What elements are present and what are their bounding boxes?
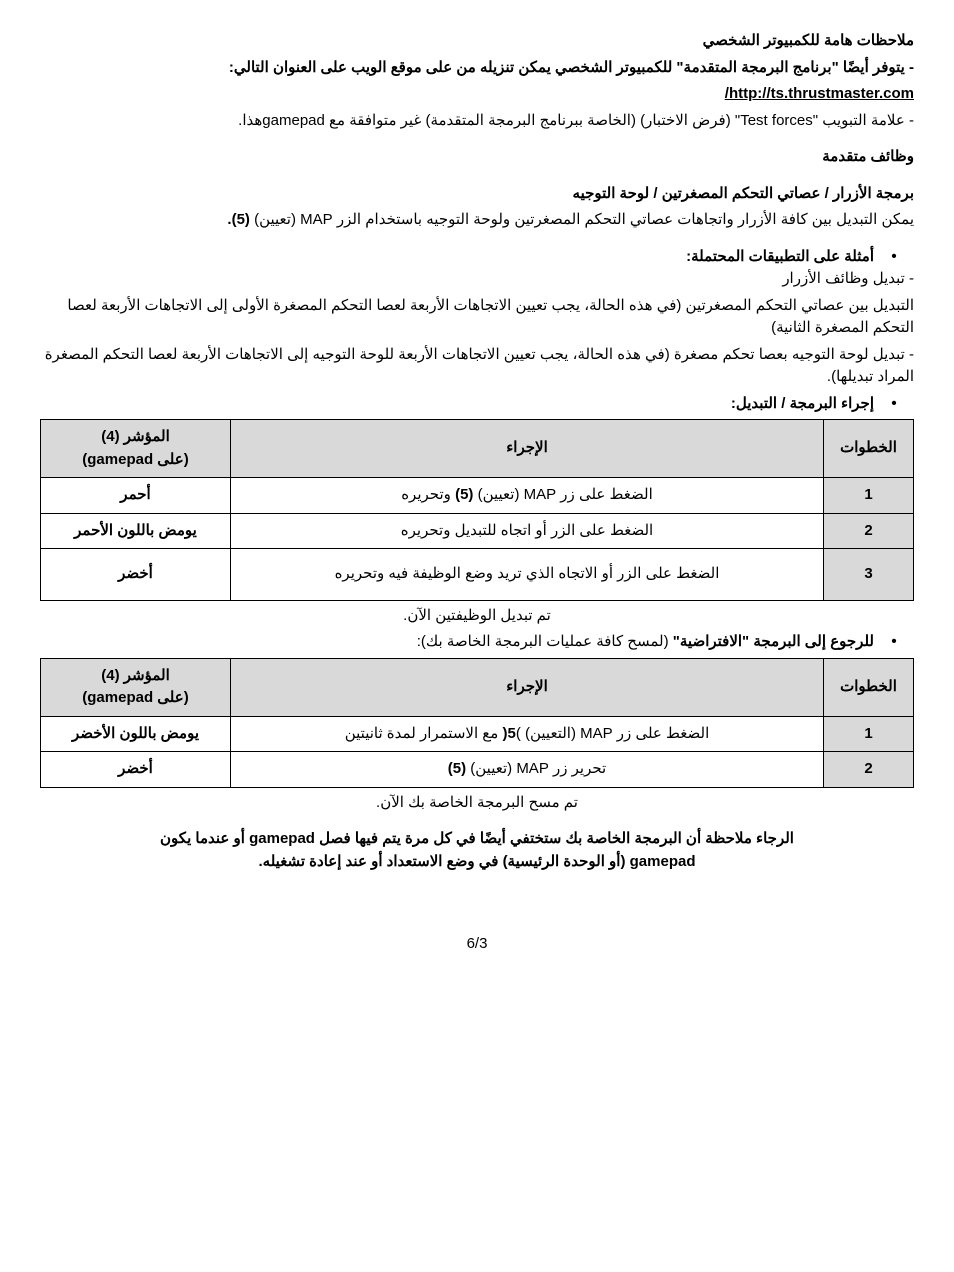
warning-line1: الرجاء ملاحظة أن البرمجة الخاصة بك ستختف… — [40, 828, 914, 851]
table-row: 2 الضغط على الزر أو اتجاه للتبديل وتحرير… — [41, 513, 914, 549]
example-item3: - تبديل لوحة التوجيه بعصا تحكم مصغرة (في… — [40, 344, 914, 389]
text-fragment: (أو الوحدة الرئيسية) في وضع الاستعداد أو… — [259, 853, 630, 870]
text-fragment: المؤشر (4) — [101, 428, 170, 445]
action-cell: الضغط على الزر أو اتجاه للتبديل وتحريره — [231, 513, 824, 549]
table2-footer: تم مسح البرمجة الخاصة بك الآن. — [40, 792, 914, 815]
warning-section: الرجاء ملاحظة أن البرمجة الخاصة بك ستختف… — [40, 828, 914, 873]
text-fragment: gamepad — [630, 853, 696, 870]
text-fragment: - علامة التبويب " — [813, 112, 914, 129]
action-cell: الضغط على الزر أو الاتجاه الذي تريد وضع … — [231, 549, 824, 601]
step-cell: 3 — [824, 549, 914, 601]
text-fragment: MAP — [580, 725, 613, 742]
text-fragment: (على gamepad) — [82, 689, 188, 706]
text-fragment: (تعيين) — [466, 760, 516, 777]
text-fragment: (تعيين) — [473, 486, 523, 503]
programming-section: برمجة الأزرار / عصاتي التحكم المصغرتين /… — [40, 183, 914, 232]
text-fragment: 5( — [502, 725, 515, 742]
text-fragment: (لمسح كافة عمليات البرمجة الخاصة بك): — [417, 633, 673, 650]
advanced-section: وظائف متقدمة — [40, 146, 914, 169]
action-header: الإجراء — [231, 658, 824, 716]
led-header: المؤشر (4) (على gamepad) — [41, 420, 231, 478]
bullet-icon: • — [874, 246, 914, 269]
step-cell: 1 — [824, 716, 914, 752]
pc-notes-line2: - علامة التبويب "Test forces" (فرض الاخت… — [40, 110, 914, 133]
example-item1: - تبديل وظائف الأزرار — [40, 268, 914, 291]
procedure-heading-row: • إجراء البرمجة / التبديل: — [40, 393, 914, 416]
text-fragment: (على gamepad) — [82, 451, 188, 468]
examples-heading: أمثلة على التطبيقات المحتملة: — [686, 246, 874, 269]
action-cell: الضغط على زر MAP (تعيين) (5) وتحريره — [231, 478, 824, 514]
text-fragment: gamepad — [249, 830, 315, 847]
action-cell: الضغط على زر MAP (التعيين) )5( مع الاستم… — [231, 716, 824, 752]
text-fragment: أو عندما يكون — [160, 830, 249, 847]
revert-heading-row: • للرجوع إلى البرمجة "الافتراضية" (لمسح … — [40, 631, 914, 654]
led-cell: أخضر — [41, 549, 231, 601]
table-header-row: الخطوات الإجراء المؤشر (4) (على gamepad) — [41, 420, 914, 478]
action-cell: تحرير زر MAP (تعيين) (5) — [231, 752, 824, 788]
warning-line2: gamepad (أو الوحدة الرئيسية) في وضع الاس… — [40, 851, 914, 874]
text-fragment: (تعيين) — [250, 211, 300, 228]
procedure-table: الخطوات الإجراء المؤشر (4) (على gamepad)… — [40, 419, 914, 601]
text-fragment: " (فرض الاختبار) (الخاصة ببرنامج البرمجة… — [325, 112, 740, 129]
text-fragment: الضغط على زر — [556, 486, 653, 503]
examples-heading-row: • أمثلة على التطبيقات المحتملة: — [40, 246, 914, 269]
steps-header: الخطوات — [824, 658, 914, 716]
advanced-title: وظائف متقدمة — [40, 146, 914, 169]
text-fragment: الرجاء ملاحظة أن البرمجة الخاصة بك ستختف… — [315, 830, 794, 847]
revert-table: الخطوات الإجراء المؤشر (4) (على gamepad)… — [40, 658, 914, 788]
download-link[interactable]: http://ts.thrustmaster.com/ — [725, 85, 914, 102]
table-header-row: الخطوات الإجراء المؤشر (4) (على gamepad) — [41, 658, 914, 716]
pc-notes-line1: - يتوفر أيضًا "برنامج البرمجة المتقدمة" … — [40, 57, 914, 80]
programming-title: برمجة الأزرار / عصاتي التحكم المصغرتين /… — [40, 183, 914, 206]
example-item2: التبديل بين عصاتي التحكم المصغرتين (في ه… — [40, 295, 914, 340]
table-row: 1 الضغط على زر MAP (تعيين) (5) وتحريره أ… — [41, 478, 914, 514]
text-fragment: MAP — [524, 486, 557, 503]
text-fragment: (5). — [227, 211, 250, 228]
table1-footer: تم تبديل الوظيفتين الآن. — [40, 605, 914, 628]
step-cell: 2 — [824, 513, 914, 549]
led-cell: يومض باللون الأخضر — [41, 716, 231, 752]
text-fragment: يمكن التبديل بين كافة الأزرار واتجاهات ع… — [333, 211, 914, 228]
text-fragment: الضغط على زر — [613, 725, 710, 742]
table-row: 3 الضغط على الزر أو الاتجاه الذي تريد وض… — [41, 549, 914, 601]
text-fragment: (التعيين) ) — [516, 725, 580, 742]
action-header: الإجراء — [231, 420, 824, 478]
text-fragment: MAP — [516, 760, 549, 777]
bullet-icon: • — [874, 631, 914, 654]
text-fragment: (5) — [448, 760, 466, 777]
procedure-heading: إجراء البرمجة / التبديل: — [731, 393, 874, 416]
text-fragment: Test forces — [740, 112, 813, 129]
pc-notes-title: ملاحظات هامة للكمبيوتر الشخصي — [40, 30, 914, 53]
text-fragment: (5) — [455, 486, 473, 503]
pc-notes-section: ملاحظات هامة للكمبيوتر الشخصي - يتوفر أي… — [40, 30, 914, 132]
text-fragment: MAP — [300, 211, 333, 228]
text-fragment: gamepad — [262, 112, 325, 129]
text-fragment: وتحريره — [401, 486, 455, 503]
pc-notes-url[interactable]: http://ts.thrustmaster.com/ — [40, 83, 914, 106]
text-fragment: مع الاستمرار لمدة ثانيتين — [345, 725, 503, 742]
programming-desc: يمكن التبديل بين كافة الأزرار واتجاهات ع… — [40, 209, 914, 232]
bullet-icon: • — [874, 393, 914, 416]
text-fragment: المؤشر (4) — [101, 667, 170, 684]
revert-heading: للرجوع إلى البرمجة "الافتراضية" (لمسح كا… — [417, 631, 874, 654]
led-cell: يومض باللون الأحمر — [41, 513, 231, 549]
text-fragment: تحرير زر — [549, 760, 606, 777]
table-row: 1 الضغط على زر MAP (التعيين) )5( مع الاس… — [41, 716, 914, 752]
examples-section: • أمثلة على التطبيقات المحتملة: - تبديل … — [40, 246, 914, 389]
step-cell: 2 — [824, 752, 914, 788]
text-fragment: هذا. — [238, 112, 262, 129]
table-row: 2 تحرير زر MAP (تعيين) (5) أخضر — [41, 752, 914, 788]
led-cell: أحمر — [41, 478, 231, 514]
page-number: 6/3 — [40, 933, 914, 956]
step-cell: 1 — [824, 478, 914, 514]
led-header: المؤشر (4) (على gamepad) — [41, 658, 231, 716]
led-cell: أخضر — [41, 752, 231, 788]
text-fragment: للرجوع إلى البرمجة "الافتراضية" — [673, 633, 874, 650]
steps-header: الخطوات — [824, 420, 914, 478]
